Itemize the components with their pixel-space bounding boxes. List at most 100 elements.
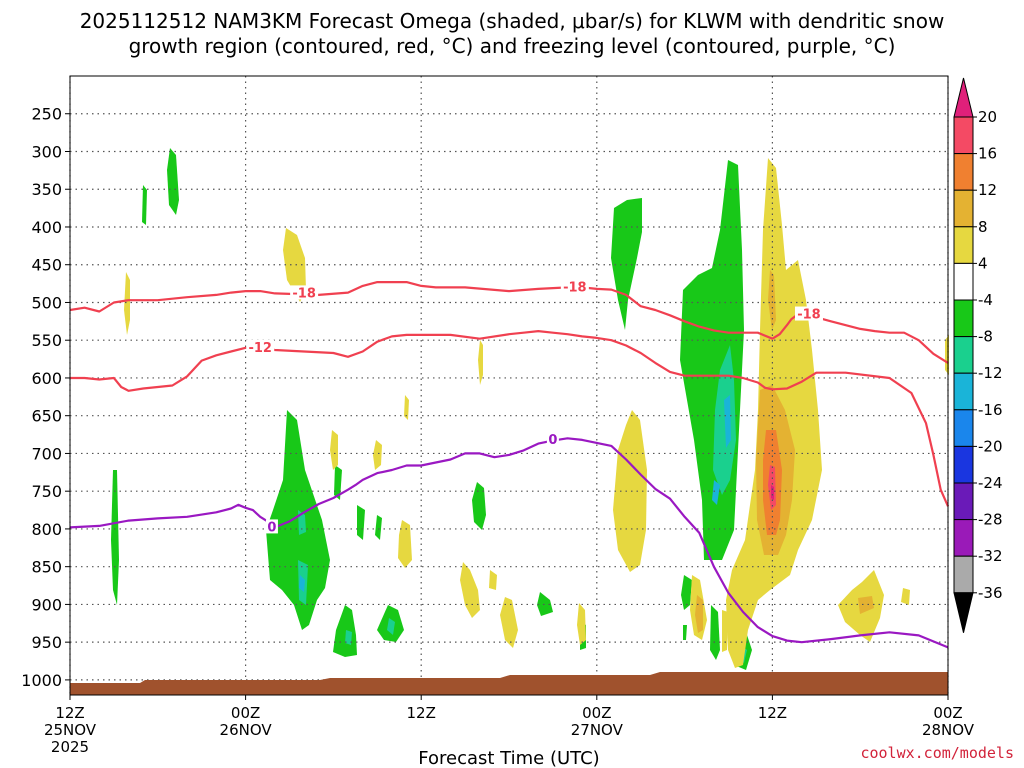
- colorbar-label: -8: [978, 328, 993, 346]
- colorbar-label: 16: [978, 145, 997, 163]
- x-axis-label: Forecast Time (UTC): [418, 748, 599, 768]
- y-tick-label: 650: [31, 407, 62, 426]
- omega-cell-descent: [500, 597, 518, 648]
- y-axis-ticks: 250 300 350 400 450 500 550 600 650 700 750 800 850 9…: [21, 105, 70, 690]
- omega-cell-ascent: [167, 148, 179, 215]
- y-tick-label: 400: [31, 218, 62, 237]
- x-tick-label: 12Z: [758, 704, 787, 722]
- colorbar-label: -32: [978, 547, 1003, 565]
- colorbar-label: -4: [978, 291, 993, 309]
- omega-cell-ascent-strong: [298, 510, 306, 535]
- x-tick-label: 27NOV: [571, 721, 624, 739]
- omega-cell-ascent-strong: [345, 630, 352, 645]
- colorbar-swatch: [953, 189, 974, 228]
- colorbar-swatch: [953, 409, 974, 447]
- omega-cell-ascent-strong: [713, 345, 736, 495]
- y-tick-label: 300: [31, 142, 62, 161]
- y-tick-label: 950: [31, 633, 62, 652]
- chart-title-line2: growth region (contoured, red, °C) and f…: [129, 34, 896, 58]
- y-tick-label: 750: [31, 482, 62, 501]
- colorbar-swatch: [953, 445, 974, 484]
- y-tick-label: 900: [31, 595, 62, 614]
- x-tick-label: 28NOV: [922, 721, 975, 739]
- y-tick-label: 850: [31, 558, 62, 577]
- omega-cell-descent: [901, 588, 910, 605]
- omega-cell-ascent: [111, 470, 119, 605]
- colorbar-swatch: [953, 555, 974, 594]
- omega-cell-descent: [398, 520, 412, 568]
- omega-cell-ascent: [710, 605, 720, 660]
- colorbar-label: 4: [978, 254, 988, 272]
- omega-cell-ascent: [683, 625, 687, 640]
- colorbar-label: 12: [978, 181, 997, 199]
- x-tick-label: 00Z: [933, 704, 962, 722]
- colorbar-swatch: [953, 299, 974, 338]
- omega-cell-ascent-core: [299, 575, 305, 592]
- omega-cell-descent-peak: [771, 485, 774, 500]
- colorbar-swatch: [953, 482, 974, 521]
- contour-label: 0: [548, 433, 557, 448]
- omega-cell-descent: [283, 228, 306, 302]
- colorbar-swatch: [953, 519, 974, 557]
- omega-cell-ascent-core: [724, 395, 731, 448]
- x-tick-label: 12Z: [407, 704, 436, 722]
- colorbar-label: -12: [978, 364, 1003, 382]
- colorbar-swatch: [953, 372, 974, 411]
- y-tick-label: 550: [31, 331, 62, 350]
- contour-label-bg: [290, 285, 319, 300]
- contour-label: -18: [292, 286, 316, 301]
- omega-cell-ascent: [357, 505, 365, 540]
- colorbar-swatch: [953, 336, 974, 374]
- colorbar-label: -20: [978, 437, 1003, 455]
- contour-label-bg: [246, 339, 275, 354]
- omega-cell-ascent: [611, 198, 642, 330]
- colorbar-label: 8: [978, 218, 988, 236]
- omega-cell-ascent: [333, 605, 357, 657]
- contour-line-minus12: [70, 330, 950, 507]
- x-tick-label: 2025: [51, 738, 89, 756]
- contour-lines: -18 -18 -18 -12 0 0: [69, 279, 950, 649]
- credit-link[interactable]: coolwx.com/models: [860, 744, 1014, 762]
- colorbar-label: -24: [978, 474, 1003, 492]
- colorbar-swatch: [953, 262, 974, 301]
- omega-cell-ascent: [375, 515, 382, 540]
- colorbar-bottom-triangle: [953, 592, 974, 633]
- omega-cell-descent: [478, 340, 483, 385]
- chart-title-line1: 2025112512 NAM3KM Forecast Omega (shaded…: [80, 9, 945, 33]
- y-tick-label: 700: [31, 444, 62, 463]
- contour-line-0: [69, 437, 949, 649]
- omega-cell-descent: [460, 562, 480, 618]
- contour-label: -18: [797, 308, 821, 323]
- plot-frame: [69, 75, 949, 696]
- terrain-ground: [70, 672, 948, 695]
- colorbar-label: -36: [978, 584, 1003, 602]
- omega-cell-descent: [577, 603, 586, 645]
- y-tick-label: 1000: [21, 671, 62, 690]
- y-tick-label: 250: [31, 105, 62, 124]
- colorbar: 20 16 12 8 4 -4 -8 -12 -16 -20 -24 -28 -32 -36: [953, 77, 1003, 633]
- omega-cell-ascent: [266, 410, 330, 630]
- omega-cell-ascent: [537, 592, 553, 616]
- y-tick-label: 450: [31, 256, 62, 275]
- contour-label-bg: [546, 431, 559, 446]
- omega-cell-descent: [330, 430, 338, 470]
- colorbar-label: -16: [978, 401, 1003, 419]
- colorbar-swatch: [953, 153, 974, 191]
- colorbar-label: -28: [978, 511, 1003, 529]
- y-tick-label: 600: [31, 369, 62, 388]
- omega-cell-descent-moderate: [768, 270, 776, 330]
- omega-shading: [111, 148, 949, 670]
- omega-cell-ascent-strong: [387, 618, 395, 635]
- y-tick-label: 800: [31, 520, 62, 539]
- x-tick-label: 25NOV: [44, 721, 97, 739]
- x-tick-label: 12Z: [55, 704, 84, 722]
- y-tick-label: 350: [31, 180, 62, 199]
- omega-cell-ascent: [472, 482, 486, 530]
- omega-cell-descent: [722, 610, 728, 652]
- contour-label-bg: [560, 279, 589, 294]
- contour-label-bg: [265, 519, 278, 534]
- omega-cell-descent: [124, 272, 130, 335]
- x-tick-label: 26NOV: [220, 721, 273, 739]
